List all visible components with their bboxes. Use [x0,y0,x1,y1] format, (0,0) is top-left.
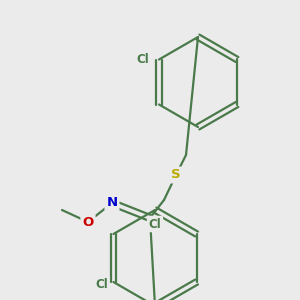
Text: Cl: Cl [95,278,108,290]
Text: S: S [171,169,181,182]
Text: N: N [106,196,118,209]
Text: O: O [82,215,94,229]
Text: Cl: Cl [148,218,161,230]
Text: Cl: Cl [137,53,149,66]
